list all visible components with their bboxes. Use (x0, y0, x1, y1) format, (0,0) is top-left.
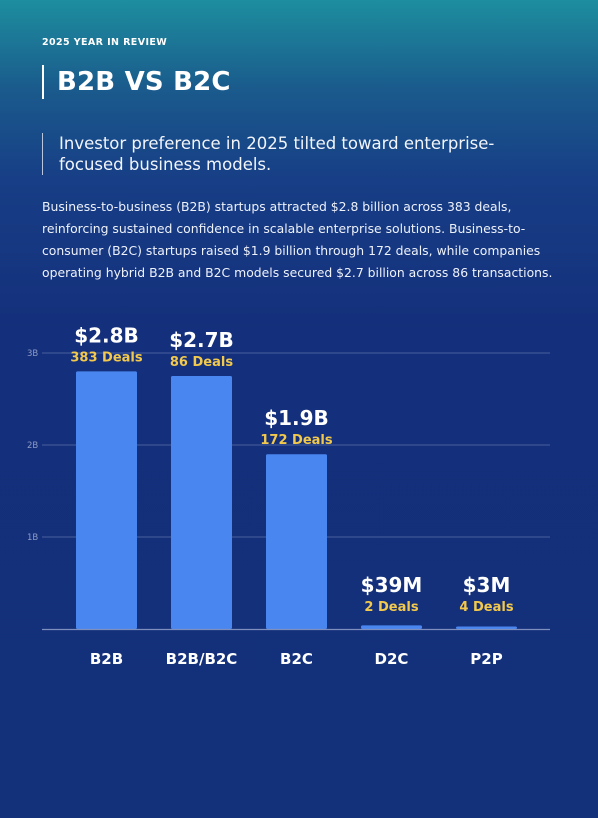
body-paragraph: Business-to-business (B2B) startups attr… (42, 199, 553, 280)
deals-label: 86 Deals (170, 355, 233, 370)
deals-label: 383 Deals (70, 350, 142, 365)
value-label: $2.7B (169, 328, 234, 352)
bar-b2b (76, 371, 137, 629)
value-label: $2.8B (74, 323, 139, 347)
value-label: $1.9B (264, 406, 329, 430)
deals-label: 2 Deals (364, 600, 418, 615)
bar-p2p (456, 626, 517, 629)
category-label: D2C (375, 650, 409, 668)
category-label: B2C (280, 650, 313, 668)
y-tick-label: 2B (27, 441, 38, 451)
category-label: B2B (90, 650, 123, 668)
y-tick-label: 1B (27, 533, 38, 543)
title-block: B2B VS B2C (42, 65, 231, 99)
value-label: $39M (361, 573, 423, 597)
eyebrow-label: 2025 YEAR IN REVIEW (42, 37, 168, 48)
page-title: B2B VS B2C (57, 67, 231, 97)
bar-b2b-b2c (171, 376, 232, 629)
value-label: $3M (463, 573, 511, 597)
bar-d2c (361, 625, 422, 629)
deals-label: 172 Deals (260, 433, 332, 448)
page-subtitle: Investor preference in 2025 tilted towar… (59, 134, 495, 174)
subtitle-block: Investor preference in 2025 tilted towar… (42, 133, 529, 175)
y-tick-label: 3B (27, 349, 38, 359)
category-label: B2B/B2C (166, 650, 238, 668)
deals-label: 4 Deals (459, 600, 513, 615)
bar-b2c (266, 454, 327, 629)
category-label: P2P (470, 650, 502, 668)
